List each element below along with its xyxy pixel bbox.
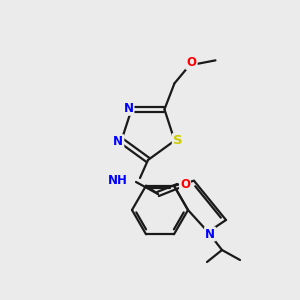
Text: N: N (124, 102, 134, 115)
Text: N: N (113, 135, 123, 148)
Text: NH: NH (108, 173, 128, 187)
Text: O: O (187, 56, 196, 69)
Text: S: S (173, 134, 182, 147)
Text: O: O (180, 178, 190, 190)
Text: N: N (205, 227, 215, 241)
Text: O: O (187, 56, 196, 69)
